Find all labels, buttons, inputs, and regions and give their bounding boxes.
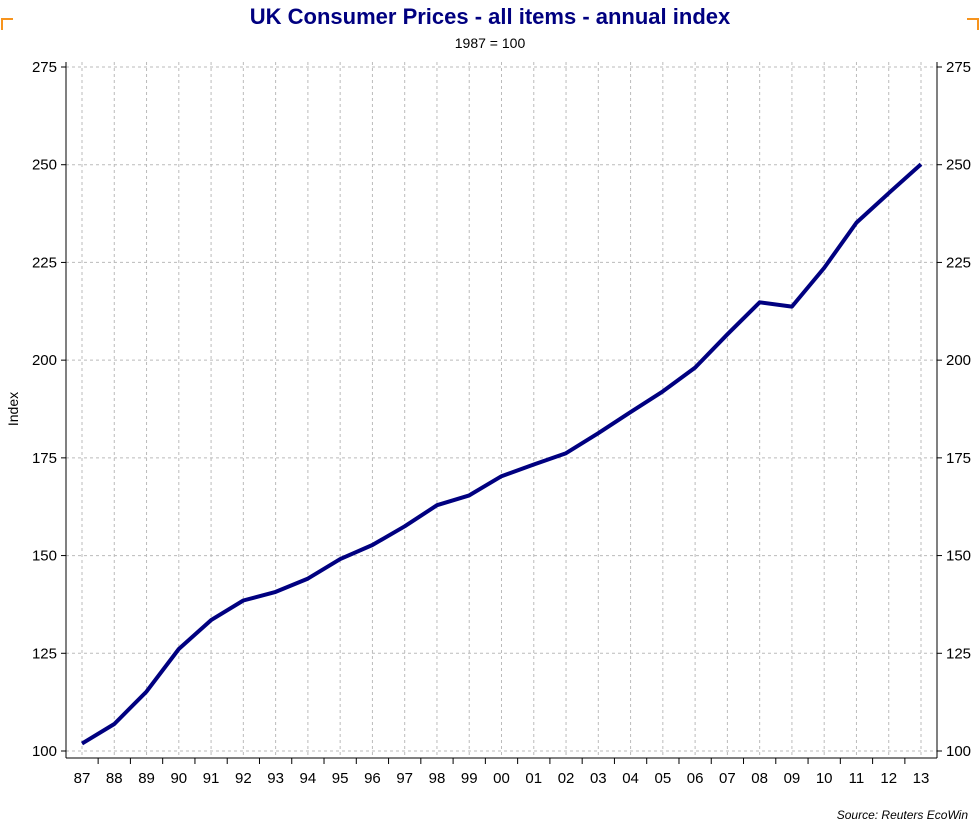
x-tick-label-88: 88 — [106, 770, 123, 787]
data-point-08 — [758, 300, 762, 304]
x-tick-label-05: 05 — [655, 770, 672, 787]
data-point-95 — [338, 557, 342, 561]
data-point-88 — [112, 722, 116, 726]
data-point-02 — [564, 451, 568, 455]
y-tick-label-left-125: 125 — [32, 645, 57, 662]
y-axis-label: Index — [5, 392, 21, 426]
x-tick-label-90: 90 — [170, 770, 187, 787]
x-tick-label-04: 04 — [622, 770, 639, 787]
x-tick-label-10: 10 — [816, 770, 833, 787]
x-tick-label-97: 97 — [396, 770, 413, 787]
x-tick-label-02: 02 — [558, 770, 575, 787]
series-line-cpi — [80, 162, 923, 746]
y-tick-label-right-250: 250 — [946, 157, 971, 174]
data-point-96 — [370, 543, 374, 547]
data-point-93 — [274, 590, 278, 594]
x-tick-label-13: 13 — [913, 770, 930, 787]
data-point-97 — [403, 524, 407, 528]
y-tick-label-right-275: 275 — [946, 59, 971, 76]
y-tick-label-left-175: 175 — [32, 450, 57, 467]
data-point-13 — [919, 162, 923, 166]
corner-mark-right — [967, 18, 979, 30]
data-point-98 — [435, 503, 439, 507]
x-tick-label-92: 92 — [235, 770, 252, 787]
data-point-10 — [822, 266, 826, 270]
x-tick-label-95: 95 — [332, 770, 349, 787]
x-tick-label-11: 11 — [849, 770, 865, 787]
y-tick-label-left-275: 275 — [32, 59, 57, 76]
data-point-99 — [467, 493, 471, 497]
y-tick-label-left-250: 250 — [32, 157, 57, 174]
chart-title: UK Consumer Prices - all items - annual … — [249, 4, 731, 29]
data-point-90 — [177, 647, 181, 651]
x-tick-label-08: 08 — [751, 770, 768, 787]
y-tick-label-left-100: 100 — [32, 743, 57, 760]
data-point-94 — [306, 577, 310, 581]
chart-subtitle: 1987 = 100 — [454, 35, 526, 51]
data-point-09 — [790, 305, 794, 309]
x-tick-label-06: 06 — [687, 770, 704, 787]
x-tick-label-91: 91 — [203, 770, 220, 787]
data-point-07 — [725, 332, 729, 336]
data-point-01 — [532, 463, 536, 467]
data-point-89 — [145, 690, 149, 694]
x-tick-label-96: 96 — [364, 770, 381, 787]
x-tick-label-01: 01 — [525, 770, 542, 787]
x-tick-label-07: 07 — [719, 770, 736, 787]
x-tick-label-98: 98 — [429, 770, 446, 787]
data-point-06 — [693, 366, 697, 370]
x-tick-label-87: 87 — [74, 770, 91, 787]
y-tick-label-right-100: 100 — [946, 743, 971, 760]
y-tick-label-right-175: 175 — [946, 450, 971, 467]
data-point-91 — [209, 618, 213, 622]
y-tick-label-right-225: 225 — [946, 254, 971, 271]
data-point-92 — [241, 599, 245, 603]
axes — [61, 62, 942, 764]
data-point-00 — [500, 474, 504, 478]
series-layer — [80, 162, 923, 746]
x-tick-label-89: 89 — [138, 770, 155, 787]
x-tick-label-00: 00 — [493, 770, 510, 787]
x-tick-label-94: 94 — [300, 770, 317, 787]
x-tick-label-93: 93 — [267, 770, 284, 787]
y-tick-label-left-225: 225 — [32, 254, 57, 271]
x-tick-label-99: 99 — [461, 770, 478, 787]
y-tick-label-right-150: 150 — [946, 548, 971, 565]
grid-lines — [66, 62, 937, 758]
data-point-12 — [887, 191, 891, 195]
corner-mark-left — [1, 18, 13, 30]
source-note: Source: Reuters EcoWin — [836, 808, 968, 822]
y-tick-label-right-200: 200 — [946, 352, 971, 369]
x-tick-label-03: 03 — [590, 770, 607, 787]
x-tick-label-12: 12 — [880, 770, 897, 787]
y-tick-label-left-150: 150 — [32, 548, 57, 565]
data-point-05 — [661, 389, 665, 393]
data-point-04 — [629, 410, 633, 414]
x-tick-label-09: 09 — [784, 770, 801, 787]
data-point-11 — [854, 221, 858, 225]
y-tick-label-left-200: 200 — [32, 352, 57, 369]
data-point-87 — [80, 742, 84, 746]
data-point-03 — [596, 431, 600, 435]
y-tick-label-right-125: 125 — [946, 645, 971, 662]
